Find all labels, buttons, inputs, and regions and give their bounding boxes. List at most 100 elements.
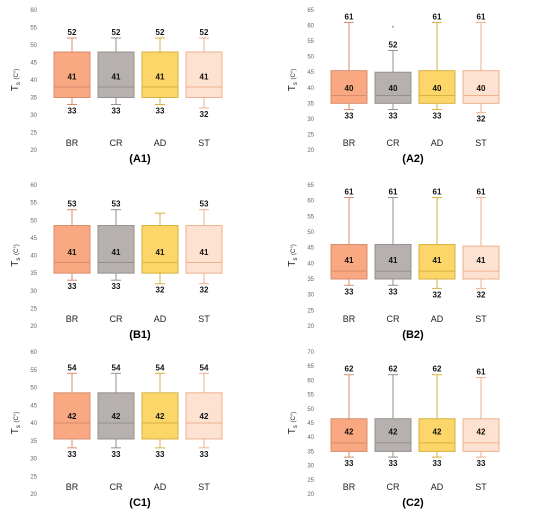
box-br [330, 418, 368, 452]
max-label: 61 [477, 368, 486, 377]
y-tick-label: 30 [307, 117, 314, 123]
min-label: 33 [389, 112, 398, 121]
mean-label: 40 [477, 84, 486, 93]
min-label: 32 [433, 290, 442, 299]
y-axis-label: Ts (C°) [10, 412, 22, 435]
max-label: 62 [433, 365, 442, 374]
mean-label: 41 [68, 248, 77, 257]
panel-title: (A2) [402, 153, 424, 165]
min-label: 33 [345, 287, 354, 296]
y-tick-label: 20 [307, 148, 314, 154]
y-tick-label: 45 [307, 421, 314, 427]
category-label: BR [343, 482, 356, 492]
y-tick-label: 55 [30, 26, 37, 32]
mean-label: 42 [433, 428, 442, 437]
mean-label: 41 [345, 256, 354, 265]
mean-label: 41 [68, 73, 77, 82]
y-tick-label: 35 [30, 96, 37, 102]
panel-b1: 20 25 30 35 40 45 50 55 60 Ts (C°) 53 33 41 BR 53 33 41 C… [10, 183, 223, 341]
box-cr [97, 51, 135, 98]
min-label: 32 [477, 290, 486, 299]
mean-label: 41 [156, 73, 165, 82]
min-label: 32 [156, 286, 165, 295]
panel-c2: 20 25 30 35 40 45 50 55 60 65 70 Ts (C°) 62 33 42 BR 62 3… [287, 350, 500, 509]
y-tick-label: 45 [307, 246, 314, 252]
box-cr [374, 71, 412, 104]
y-tick-label: 45 [307, 70, 314, 76]
box-cr [97, 225, 135, 274]
category-label: BR [66, 314, 79, 324]
max-label: 53 [68, 200, 77, 209]
y-tick-label: 30 [307, 464, 314, 470]
y-tick-label: 65 [307, 8, 314, 14]
y-tick-label: 50 [307, 230, 314, 236]
category-label: CR [387, 138, 400, 148]
y-tick-label: 60 [30, 350, 37, 356]
category-label: CR [110, 482, 123, 492]
y-tick-label: 30 [307, 293, 314, 299]
category-label: BR [66, 138, 79, 148]
category-label: BR [343, 138, 356, 148]
y-tick-label: 25 [307, 478, 314, 484]
min-label: 33 [433, 459, 442, 468]
panel-title: (C2) [402, 497, 424, 509]
box-ad [141, 51, 179, 98]
mean-label: 41 [156, 248, 165, 257]
category-label: ST [475, 482, 487, 492]
y-tick-label: 70 [307, 350, 314, 356]
category-label: CR [387, 482, 400, 492]
max-label: 52 [68, 28, 77, 37]
max-label: 54 [68, 363, 77, 372]
box-ad [418, 70, 456, 104]
box-st [462, 70, 500, 104]
y-tick-label: 55 [307, 393, 314, 399]
box-st [185, 51, 223, 98]
min-label: 33 [389, 459, 398, 468]
y-tick-label: 25 [30, 306, 37, 312]
mean-label: 42 [156, 412, 165, 421]
min-label: 33 [68, 450, 77, 459]
max-label: 61 [477, 188, 486, 197]
y-axis-label: Ts (C°) [287, 412, 299, 435]
y-tick-label: 20 [307, 492, 314, 498]
y-tick-label: 50 [30, 43, 37, 49]
y-tick-label: 35 [307, 277, 314, 283]
y-tick-label: 25 [307, 132, 314, 138]
mean-label: 41 [112, 73, 121, 82]
max-label: 53 [112, 200, 121, 209]
y-tick-label: 55 [307, 39, 314, 45]
min-label: 33 [112, 450, 121, 459]
y-tick-label: 55 [30, 368, 37, 374]
category-label: AD [154, 138, 167, 148]
max-label: 62 [389, 365, 398, 374]
mean-label: 42 [389, 428, 398, 437]
y-tick-label: 65 [307, 183, 314, 189]
category-label: AD [154, 314, 167, 324]
box-br [330, 244, 368, 280]
category-label: BR [343, 314, 356, 324]
category-label: ST [198, 482, 210, 492]
y-tick-label: 35 [30, 271, 37, 277]
box-cr [374, 244, 412, 280]
max-label: 54 [156, 363, 165, 372]
mean-label: 42 [68, 412, 77, 421]
min-label: 33 [433, 112, 442, 121]
y-tick-label: 25 [30, 474, 37, 480]
mean-label: 41 [433, 256, 442, 265]
y-tick-label: 50 [307, 55, 314, 61]
mean-label: 40 [433, 84, 442, 93]
min-label: 33 [345, 112, 354, 121]
category-label: ST [475, 314, 487, 324]
box-br [53, 392, 91, 440]
mean-label: 40 [389, 84, 398, 93]
y-tick-label: 60 [30, 183, 37, 189]
mean-label: 42 [112, 412, 121, 421]
min-label: 33 [68, 107, 77, 116]
category-label: CR [387, 314, 400, 324]
mean-label: 41 [200, 73, 209, 82]
max-label: 52 [156, 28, 165, 37]
box-cr [97, 392, 135, 440]
box-br [53, 225, 91, 274]
y-tick-label: 20 [30, 492, 37, 498]
min-label: 33 [156, 450, 165, 459]
